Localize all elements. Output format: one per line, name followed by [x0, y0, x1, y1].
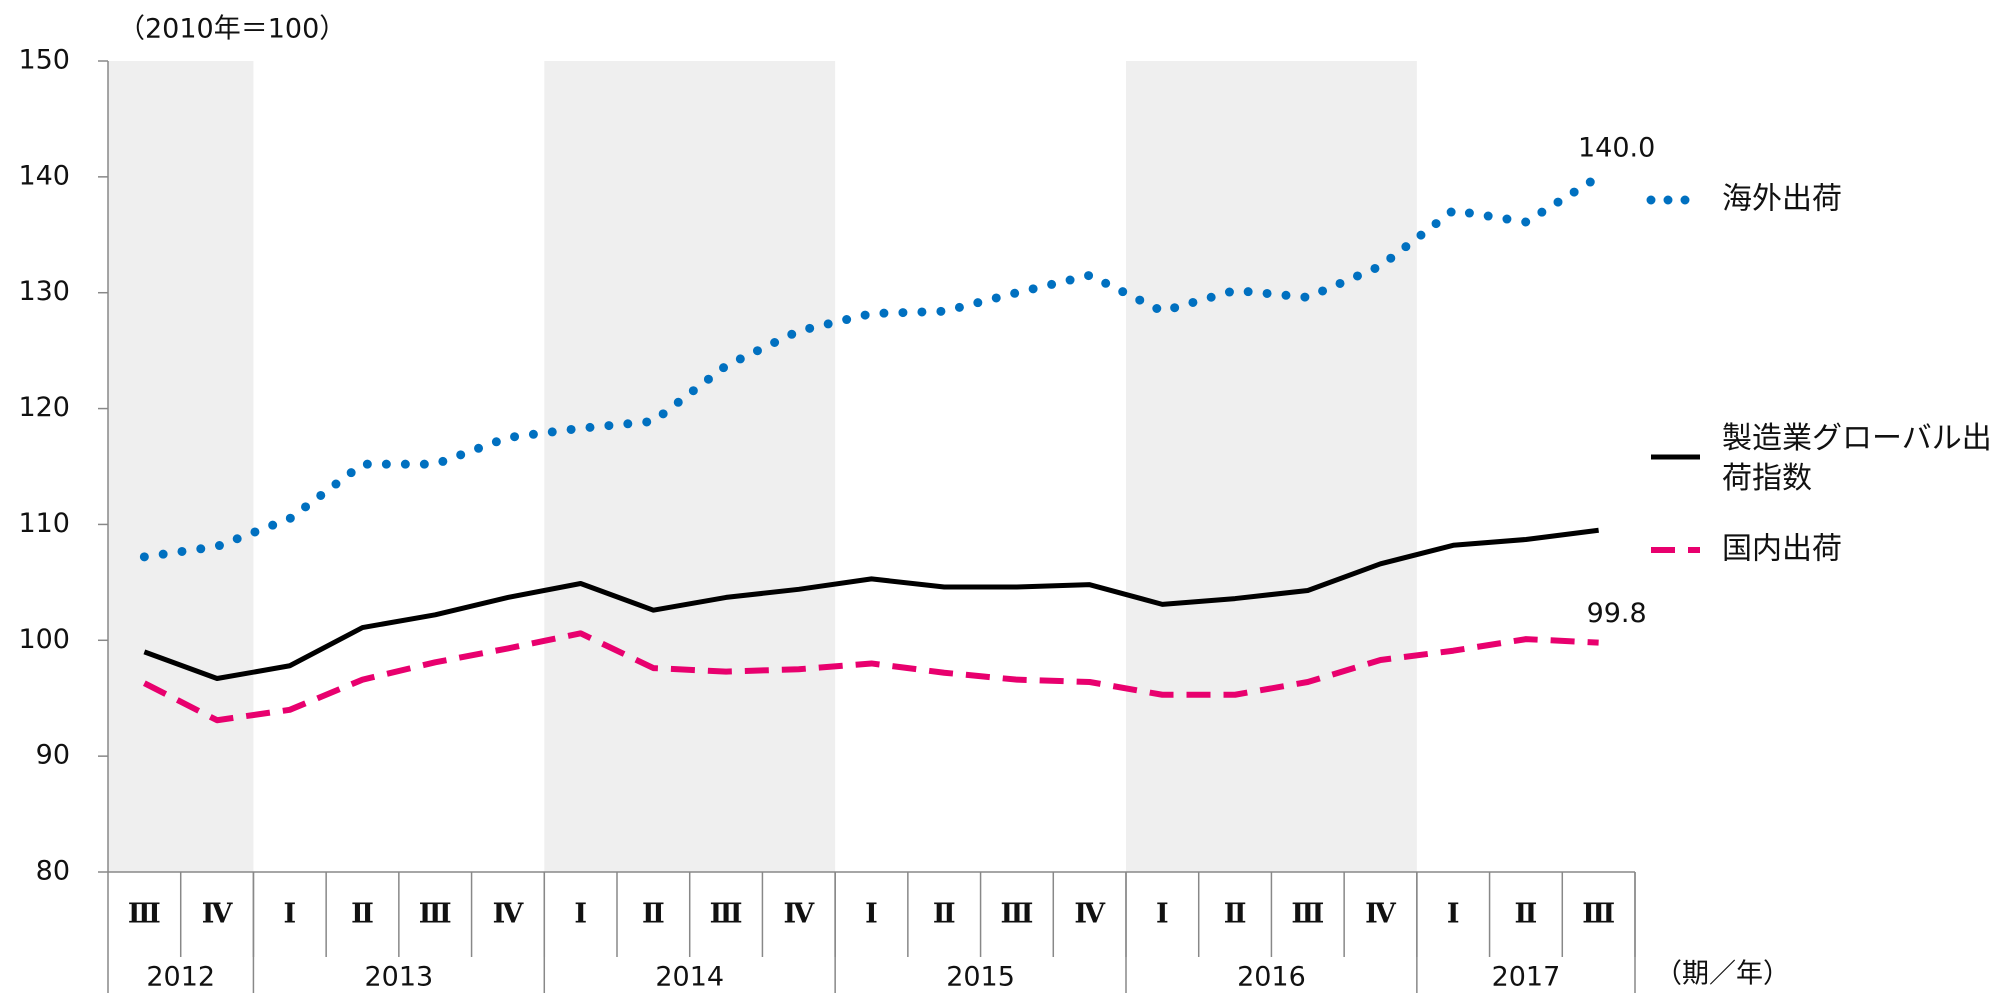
x-tick-label: Ⅳ	[1365, 899, 1397, 930]
x-tick-label: Ⅲ	[1582, 899, 1615, 930]
year-label: 2016	[1237, 962, 1306, 993]
year-band	[1126, 61, 1417, 872]
x-axis-unit: （期／年）	[1655, 959, 1790, 990]
y-tick-label: 150	[18, 45, 70, 76]
x-tick-label: Ⅲ	[419, 899, 452, 930]
x-tick-label: Ⅰ	[574, 899, 587, 930]
y-tick-label: 80	[36, 856, 70, 887]
y-tick-label: 110	[18, 508, 70, 539]
y-tick-label: 90	[36, 740, 70, 771]
year-label: 2012	[146, 962, 215, 993]
y-tick-label: 130	[18, 276, 70, 307]
x-tick-label: Ⅰ	[283, 899, 296, 930]
y-tick-label: 140	[18, 160, 70, 191]
year-band	[544, 61, 836, 872]
legend-label: 国内出荷	[1722, 532, 1842, 567]
value-label: 99.8	[1587, 598, 1647, 629]
legend-label-line: 荷指数	[1722, 461, 1812, 496]
x-tick-label: Ⅰ	[1156, 899, 1169, 930]
x-tick-label: Ⅱ	[933, 899, 956, 930]
year-label: 2017	[1492, 962, 1561, 993]
year-label: 2015	[946, 962, 1015, 993]
x-tick-label: Ⅱ	[642, 899, 665, 930]
legend-label: 製造業グローバル出荷指数	[1722, 421, 1992, 496]
value-label: 140.0	[1578, 132, 1655, 163]
x-tick-label: Ⅲ	[710, 899, 743, 930]
x-tick-label: Ⅳ	[1074, 899, 1106, 930]
series-line	[139, 172, 1604, 562]
x-tick-label: Ⅲ	[1291, 899, 1324, 930]
x-tick-label: Ⅰ	[865, 899, 878, 930]
x-tick-label: Ⅰ	[1447, 899, 1460, 930]
x-tick-label: Ⅳ	[493, 899, 525, 930]
y-tick-label: 100	[18, 624, 70, 655]
x-tick-label: Ⅲ	[128, 899, 161, 930]
y-axis-unit: （2010年＝100）	[118, 14, 346, 45]
x-tick-label: Ⅱ	[1515, 899, 1538, 930]
year-label: 2013	[364, 962, 433, 993]
x-tick-label: Ⅲ	[1000, 899, 1033, 930]
y-tick-label: 120	[18, 392, 70, 423]
x-tick-label: Ⅳ	[783, 899, 815, 930]
series-line	[142, 630, 1599, 724]
year-band	[108, 61, 254, 872]
legend-label-line: 製造業グローバル出	[1722, 421, 1992, 456]
year-label: 2014	[655, 962, 724, 993]
x-tick-label: Ⅳ	[202, 899, 234, 930]
legend-label: 海外出荷	[1722, 182, 1842, 217]
x-tick-label: Ⅱ	[1224, 899, 1247, 930]
series-line	[143, 527, 1599, 682]
x-tick-label: Ⅱ	[351, 899, 374, 930]
